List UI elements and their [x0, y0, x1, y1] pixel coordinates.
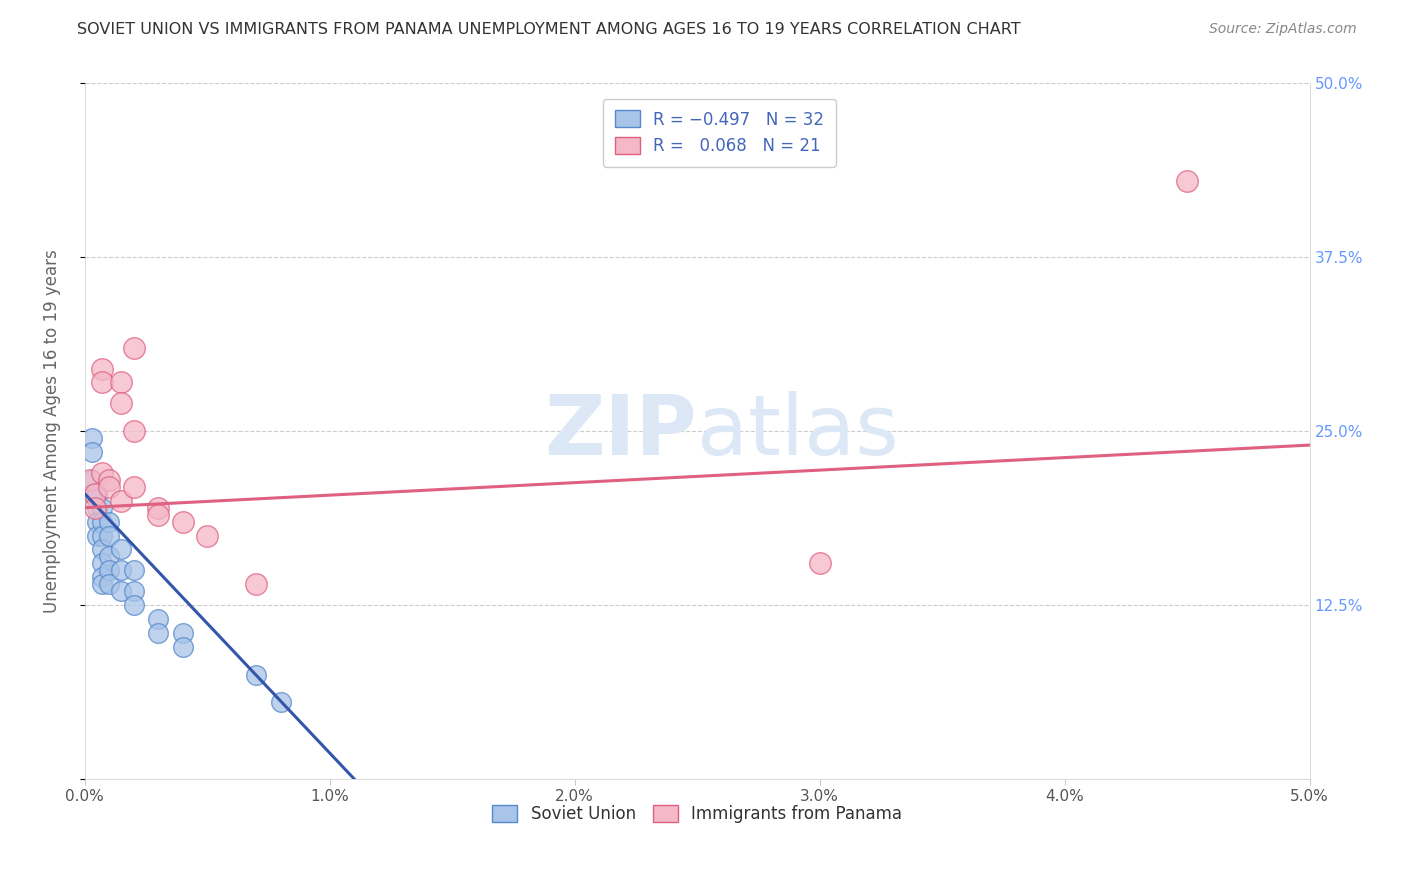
Point [245, 667, 267, 681]
Point [90, 376, 112, 390]
Point [270, 695, 292, 709]
Point [98, 528, 121, 542]
Point [90, 528, 112, 542]
Point [86, 515, 108, 529]
Point [98, 480, 121, 494]
Point [90, 515, 112, 529]
Point [148, 508, 170, 522]
Point [79, 473, 101, 487]
Point [86, 500, 108, 515]
Text: atlas: atlas [697, 391, 898, 472]
Point [80, 487, 103, 501]
Point [90, 466, 112, 480]
Text: ZIP: ZIP [544, 391, 697, 472]
Text: SOVIET UNION VS IMMIGRANTS FROM PANAMA UNEMPLOYMENT AMONG AGES 16 TO 19 YEARS CO: SOVIET UNION VS IMMIGRANTS FROM PANAMA U… [77, 22, 1021, 37]
Point [90, 577, 112, 591]
Point [172, 515, 194, 529]
Point [122, 341, 145, 355]
Point [172, 640, 194, 654]
Point [122, 563, 145, 577]
Point [172, 625, 194, 640]
Point [110, 584, 132, 599]
Point [83, 500, 105, 515]
Point [195, 528, 218, 542]
Legend: Soviet Union, Immigrants from Panama: Soviet Union, Immigrants from Panama [482, 795, 912, 833]
Point [122, 424, 145, 438]
Point [80, 473, 103, 487]
Point [110, 563, 132, 577]
Point [98, 473, 121, 487]
Point [98, 563, 121, 577]
Point [80, 445, 103, 459]
Text: Source: ZipAtlas.com: Source: ZipAtlas.com [1209, 22, 1357, 37]
Y-axis label: Unemployment Among Ages 16 to 19 years: Unemployment Among Ages 16 to 19 years [44, 249, 60, 613]
Point [98, 549, 121, 564]
Point [110, 542, 132, 557]
Point [148, 625, 170, 640]
Point [83, 487, 105, 501]
Point [110, 493, 132, 508]
Point [808, 557, 831, 571]
Point [148, 500, 170, 515]
Point [110, 376, 132, 390]
Point [110, 396, 132, 410]
Point [1175, 174, 1198, 188]
Point [122, 584, 145, 599]
Point [122, 480, 145, 494]
Point [90, 542, 112, 557]
Point [90, 570, 112, 584]
Point [90, 557, 112, 571]
Point [86, 487, 108, 501]
Point [90, 500, 112, 515]
Point [80, 431, 103, 445]
Point [98, 515, 121, 529]
Point [122, 598, 145, 612]
Point [148, 612, 170, 626]
Point [86, 528, 108, 542]
Point [90, 361, 112, 376]
Point [98, 577, 121, 591]
Point [245, 577, 267, 591]
